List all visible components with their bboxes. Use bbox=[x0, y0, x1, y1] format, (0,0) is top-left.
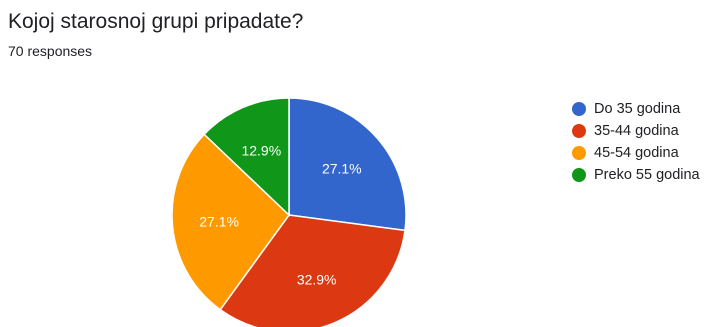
legend-item-preko-55[interactable]: Preko 55 godina bbox=[572, 164, 700, 186]
chart-legend: Do 35 godina 35-44 godina 45-54 godina P… bbox=[572, 98, 700, 186]
legend-item-45-54[interactable]: 45-54 godina bbox=[572, 142, 700, 164]
pie-slice-label-35-44: 32.9% bbox=[297, 272, 337, 288]
pie-slice-label-do-35: 27.1% bbox=[322, 161, 362, 177]
legend-item-35-44[interactable]: 35-44 godina bbox=[572, 120, 700, 142]
pie-slices bbox=[171, 97, 407, 327]
legend-swatch-icon bbox=[572, 102, 586, 116]
chart-title: Kojoj starosnoj grupi pripadate? bbox=[8, 10, 304, 33]
legend-label: 35-44 godina bbox=[594, 123, 679, 139]
legend-label: Do 35 godina bbox=[594, 101, 681, 117]
legend-label: Preko 55 godina bbox=[594, 167, 700, 183]
pie-slice-preko-55[interactable] bbox=[203, 97, 290, 217]
pie-slice-label-preko-55: 12.9% bbox=[241, 142, 281, 158]
pie-slice-labels: 27.1% 32.9% 27.1% 12.9% bbox=[199, 142, 361, 287]
legend-item-do-35[interactable]: Do 35 godina bbox=[572, 98, 700, 120]
response-count: 70 responses bbox=[8, 43, 93, 59]
legend-swatch-icon bbox=[572, 168, 586, 182]
legend-swatch-icon bbox=[572, 146, 586, 160]
legend-swatch-icon bbox=[572, 124, 586, 138]
pie-slice-do-35[interactable] bbox=[288, 97, 407, 232]
pie-slice-45-54[interactable] bbox=[171, 133, 290, 311]
pie-slice-label-45-54: 27.1% bbox=[199, 213, 239, 229]
pie-slice-35-44[interactable] bbox=[219, 214, 406, 327]
legend-label: 45-54 godina bbox=[594, 145, 679, 161]
